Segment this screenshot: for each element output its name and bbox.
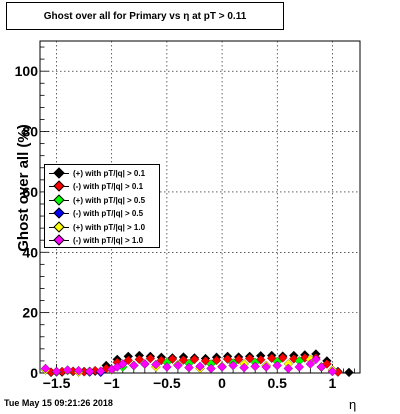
- legend: (+) with pT/|q| > 0.1 (-) with pT/|q| > …: [44, 164, 160, 248]
- x-tick-label: 0: [218, 375, 226, 391]
- x-tick-label: −0.5: [153, 375, 181, 391]
- data-point: [173, 360, 183, 371]
- data-point: [162, 362, 172, 372]
- data-point: [294, 362, 305, 372]
- y-tick-label: 60: [22, 184, 38, 200]
- data-point: [189, 354, 200, 365]
- data-point: [222, 354, 233, 364]
- data-point: [118, 359, 128, 369]
- legend-marker: [53, 194, 65, 206]
- y-tick-label: 100: [15, 63, 39, 79]
- x-tick-label: 0.5: [268, 375, 288, 391]
- x-tick-label: −1.5: [43, 375, 71, 391]
- data-point: [84, 366, 95, 377]
- legend-marker: [53, 221, 65, 233]
- y-tick-label: 80: [22, 124, 38, 140]
- data-point: [62, 365, 73, 375]
- data-point: [228, 360, 238, 371]
- x-tick-label: 1: [329, 375, 337, 391]
- y-tick-label: 20: [22, 305, 38, 321]
- data-point: [327, 366, 338, 377]
- timestamp: Tue May 15 09:21:26 2018: [4, 398, 113, 408]
- data-point: [250, 361, 260, 372]
- data-point: [244, 353, 255, 364]
- x-axis-label: η: [349, 397, 357, 412]
- data-point: [272, 360, 282, 371]
- data-point: [184, 362, 194, 373]
- data-point: [40, 363, 51, 374]
- legend-label: (-) with pT/|q| > 0.5: [73, 209, 144, 218]
- legend-item: (+) with pT/|q| > 0.1: [45, 167, 161, 180]
- legend-marker: [53, 180, 65, 192]
- legend-item: (-) with pT/|q| > 0.5: [45, 207, 161, 220]
- y-tick-label: 40: [22, 244, 38, 260]
- data-point: [51, 366, 62, 377]
- legend-label: (-) with pT/|q| > 0.1: [73, 182, 144, 191]
- data-point: [305, 359, 316, 369]
- data-point: [73, 365, 84, 376]
- legend-label: (-) with pT/|q| > 1.0: [73, 236, 144, 245]
- data-point: [217, 362, 227, 372]
- y-axis-label: Ghost over all (%): [15, 124, 32, 252]
- legend-item: (+) with pT/|q| > 0.5: [45, 194, 161, 207]
- legend-label: (+) with pT/|q| > 1.0: [73, 223, 146, 232]
- data-point: [261, 362, 271, 372]
- data-point: [311, 354, 321, 365]
- y-tick-label: 0: [30, 365, 38, 381]
- legend-marker: [53, 167, 65, 179]
- legend-item: (+) with pT/|q| > 1.0: [45, 221, 161, 234]
- data-point: [206, 363, 216, 374]
- legend-item: (-) with pT/|q| > 1.0: [45, 234, 161, 247]
- legend-marker: [53, 234, 65, 246]
- data-point: [129, 360, 139, 371]
- legend-label: (+) with pT/|q| > 0.1: [73, 169, 146, 178]
- data-point: [145, 353, 156, 364]
- data-point: [134, 354, 145, 365]
- data-point: [283, 363, 293, 374]
- data-point: [316, 362, 327, 372]
- legend-label: (+) with pT/|q| > 0.5: [73, 196, 146, 205]
- data-point: [95, 366, 106, 376]
- data-point: [239, 362, 249, 373]
- chart-title: Ghost over all for Primary vs η at pT > …: [6, 2, 284, 30]
- legend-marker: [53, 207, 65, 219]
- x-tick-label: −1: [104, 375, 120, 391]
- data-point: [195, 361, 205, 372]
- legend-item: (-) with pT/|q| > 0.1: [45, 180, 161, 193]
- data-point: [344, 367, 354, 378]
- data-point: [151, 359, 161, 370]
- data-point: [140, 359, 150, 369]
